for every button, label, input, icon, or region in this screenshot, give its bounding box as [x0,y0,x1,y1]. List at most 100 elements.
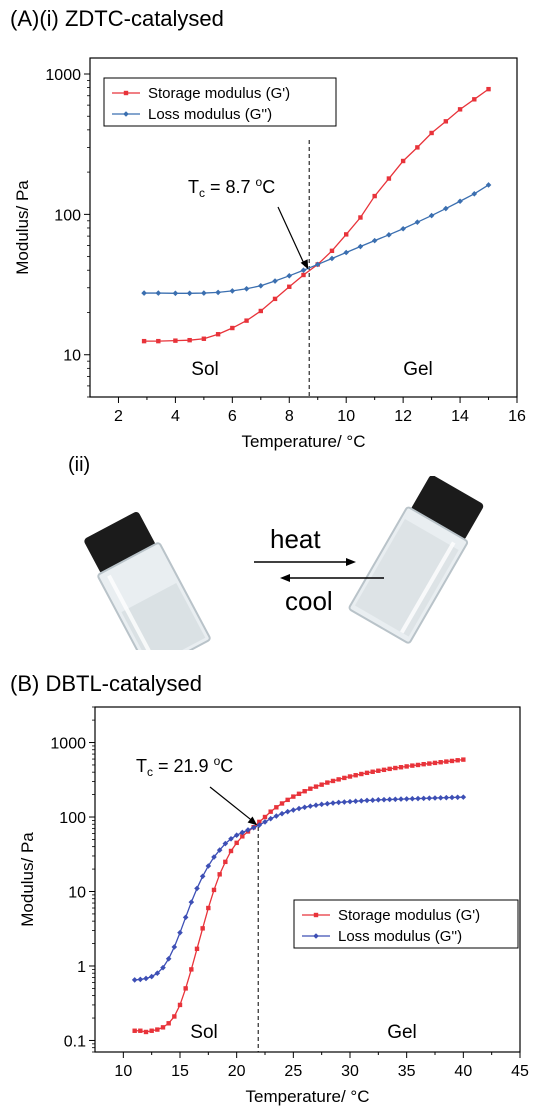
loss-data-point [341,799,348,805]
storage-data-point [217,872,222,877]
panel-a-title: (A)(i) ZDTC-catalysed [10,6,224,31]
loss-data-point [329,255,335,262]
loss-data-point [172,290,179,297]
y-tick-label: 100 [54,207,81,224]
storage-data-point [364,770,370,776]
storage-data-point [149,1028,154,1033]
loss-data-point [229,288,236,294]
storage-data-point [230,325,235,331]
storage-data-point [183,986,188,991]
y-tick-label: 1 [77,959,86,976]
loss-data-point [286,273,293,279]
loss-data-point [141,290,147,296]
loss-data-point [314,261,321,268]
x-tick-label: 2 [114,408,123,425]
storage-data-point [189,967,194,972]
loss-data-point [335,799,342,806]
plot-frame [94,706,521,1053]
tc-arrow-line [209,786,255,823]
region-label-gel: Gel [387,1022,417,1043]
loss-data-point [457,198,463,205]
loss-data-point [443,205,449,212]
loss-data-point [352,798,359,805]
y-tick-label: 100 [59,810,86,827]
storage-data-point [342,775,347,781]
loss-data-point [392,796,399,803]
x-tick-label: 6 [228,408,237,425]
loss-data-point [357,243,364,250]
storage-data-point [138,1028,143,1033]
x-tick-label: 14 [451,408,469,425]
loss-data-point [324,800,331,807]
storage-data-point [206,905,211,911]
storage-data-point [211,887,217,893]
x-tick-label: 45 [511,1063,529,1080]
loss-data-point [245,827,251,833]
vial-gel-image [348,476,484,644]
x-axis-label: Temperature/ °C [242,432,366,451]
chart-a: 2 4 6 8 10 12 14 16 10 100 1000 Temperature/ °C Modu… [13,57,526,451]
loss-data-point [239,829,246,836]
heat-cool-arrows [254,558,384,582]
region-label-gel: Gel [403,359,433,380]
tc-arrow-head [247,816,258,826]
storage-data-point [141,338,147,344]
storage-data-point [359,771,364,777]
loss-data-point [186,290,193,297]
legend-storage-label: Storage modulus (G') [148,85,290,102]
storage-data-point [410,763,415,768]
loss-data-point [262,819,268,825]
y-tick-label: 0.1 [64,1033,86,1050]
storage-data-point [258,308,263,314]
x-tick-label: 4 [171,408,180,425]
loss-data-point [318,801,325,808]
storage-data-point [173,338,178,343]
tc-arrow-line [277,206,306,267]
legend-swatch-marker [313,912,319,918]
loss-data-point [165,955,172,962]
storage-data-point [372,193,377,199]
x-tick-label: 20 [228,1063,246,1080]
loss-data-point [400,225,406,232]
loss-data-point [194,885,200,892]
loss-data-point [211,854,217,860]
storage-data-point [444,759,449,764]
legend-swatch-marker [123,90,129,96]
loss-data-point [233,832,240,839]
loss-data-point [300,267,307,274]
legend-swatch-marker [123,111,129,117]
storage-data-point [370,769,375,774]
storage-data-point [156,338,161,344]
storage-data-point [400,158,406,164]
x-tick-label: 15 [171,1063,189,1080]
loss-data-point [215,289,221,296]
storage-data-point [285,797,290,803]
storage-data-point [257,819,262,825]
y-tick-label: 10 [68,884,86,901]
loss-data-point [250,824,257,831]
storage-data-point [274,805,279,810]
loss-data-point [460,794,467,800]
loss-data-point [414,219,421,225]
loss-data-point [155,290,162,296]
loss-series-line [144,184,489,294]
storage-data-point [251,824,256,830]
storage-data-point [302,789,307,794]
loss-data-point [443,794,450,801]
loss-data-point [471,191,478,197]
vial-sol-image [84,511,211,650]
storage-data-point [457,107,463,112]
storage-data-point [415,145,420,150]
loss-data-point [182,914,189,921]
storage-data-point [486,86,491,92]
loss-data-point [369,797,376,804]
storage-data-point [358,215,363,220]
storage-data-point [347,774,353,779]
loss-data-point [201,290,207,296]
loss-data-point [381,796,387,803]
storage-data-point [443,119,449,124]
storage-data-point [143,1029,149,1035]
storage-data-point [234,840,239,846]
loss-data-point [398,796,404,802]
loss-data-point [307,803,314,809]
